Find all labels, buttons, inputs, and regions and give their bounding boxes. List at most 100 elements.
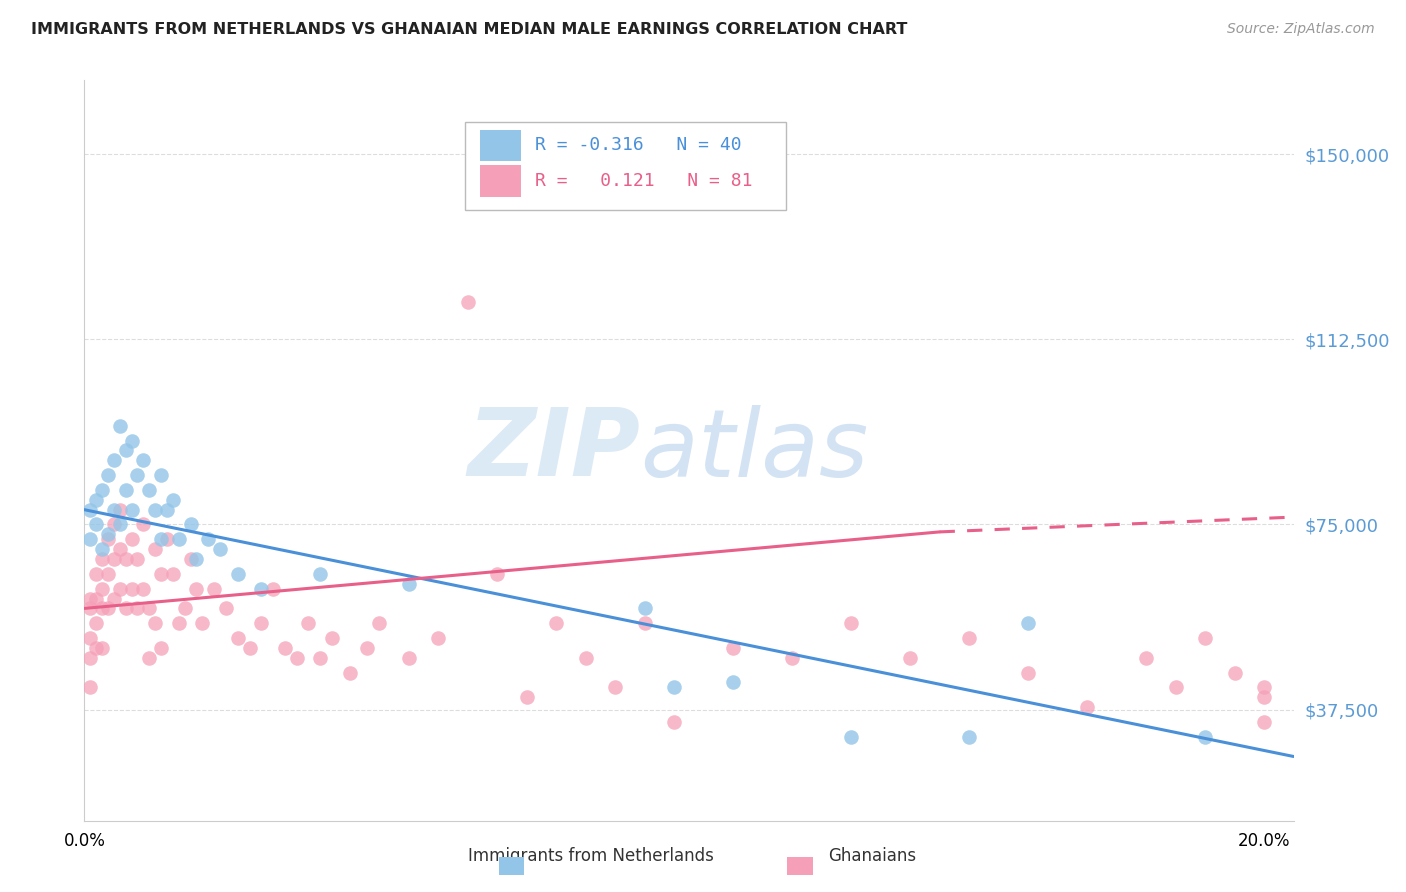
Point bbox=[250, 582, 273, 596]
Point bbox=[150, 468, 173, 483]
Point bbox=[108, 582, 131, 596]
Text: R =   0.121   N = 81: R = 0.121 N = 81 bbox=[536, 172, 752, 190]
Point bbox=[84, 517, 107, 532]
Point bbox=[143, 502, 166, 516]
Point bbox=[197, 533, 219, 547]
Point bbox=[108, 418, 131, 433]
Point bbox=[1017, 665, 1039, 680]
Point bbox=[91, 552, 114, 566]
Point bbox=[103, 502, 125, 516]
Point bbox=[132, 517, 155, 532]
Text: atlas: atlas bbox=[641, 405, 869, 496]
Point bbox=[91, 601, 114, 615]
Point bbox=[97, 533, 120, 547]
Point bbox=[114, 443, 136, 458]
Point bbox=[91, 582, 114, 596]
Point bbox=[180, 517, 202, 532]
Point bbox=[180, 552, 202, 566]
Point bbox=[114, 552, 136, 566]
Point bbox=[150, 640, 173, 655]
Point bbox=[91, 640, 114, 655]
Point bbox=[79, 681, 101, 695]
Point bbox=[156, 533, 179, 547]
Point bbox=[285, 650, 308, 665]
Point bbox=[721, 640, 744, 655]
Point bbox=[103, 517, 125, 532]
Point bbox=[97, 468, 120, 483]
Point bbox=[150, 533, 173, 547]
Point bbox=[108, 542, 131, 557]
Point bbox=[79, 591, 101, 606]
Point bbox=[91, 542, 114, 557]
Point bbox=[634, 601, 657, 615]
Text: Source: ZipAtlas.com: Source: ZipAtlas.com bbox=[1227, 22, 1375, 37]
Point bbox=[79, 502, 101, 516]
Point bbox=[898, 650, 921, 665]
Point bbox=[97, 566, 120, 581]
Point bbox=[1253, 714, 1275, 729]
Point bbox=[103, 552, 125, 566]
Point bbox=[114, 601, 136, 615]
Point bbox=[97, 527, 120, 541]
Point bbox=[398, 576, 420, 591]
Point bbox=[127, 468, 149, 483]
Point bbox=[427, 631, 450, 645]
Point bbox=[138, 483, 160, 497]
Point bbox=[84, 640, 107, 655]
Point bbox=[1223, 665, 1246, 680]
FancyBboxPatch shape bbox=[465, 122, 786, 210]
Point bbox=[297, 616, 319, 631]
Point bbox=[226, 631, 249, 645]
Point bbox=[84, 492, 107, 507]
Point bbox=[486, 566, 509, 581]
Point bbox=[202, 582, 225, 596]
Text: Immigrants from Netherlands: Immigrants from Netherlands bbox=[468, 847, 713, 865]
Point bbox=[634, 616, 657, 631]
Point bbox=[103, 591, 125, 606]
Point bbox=[79, 650, 101, 665]
Point bbox=[356, 640, 378, 655]
Point bbox=[121, 582, 143, 596]
Point bbox=[721, 675, 744, 690]
Point bbox=[516, 690, 538, 705]
Text: IMMIGRANTS FROM NETHERLANDS VS GHANAIAN MEDIAN MALE EARNINGS CORRELATION CHART: IMMIGRANTS FROM NETHERLANDS VS GHANAIAN … bbox=[31, 22, 907, 37]
Point bbox=[114, 483, 136, 497]
Point bbox=[84, 616, 107, 631]
Text: ZIP: ZIP bbox=[468, 404, 641, 497]
Point bbox=[215, 601, 238, 615]
Point bbox=[162, 566, 184, 581]
Point bbox=[1253, 690, 1275, 705]
Point bbox=[321, 631, 343, 645]
Point bbox=[167, 616, 190, 631]
Point bbox=[121, 434, 143, 448]
Point bbox=[132, 453, 155, 467]
Point bbox=[398, 650, 420, 665]
Point bbox=[250, 616, 273, 631]
Point bbox=[457, 295, 479, 310]
Point bbox=[186, 582, 208, 596]
Point bbox=[839, 616, 862, 631]
Point bbox=[226, 566, 249, 581]
Point bbox=[97, 601, 120, 615]
Point bbox=[79, 631, 101, 645]
Point bbox=[208, 542, 231, 557]
Point bbox=[1164, 681, 1187, 695]
Point bbox=[143, 542, 166, 557]
Point bbox=[84, 566, 107, 581]
Point bbox=[138, 601, 160, 615]
Bar bbox=[479, 130, 520, 161]
Point bbox=[191, 616, 214, 631]
Point bbox=[127, 601, 149, 615]
Point bbox=[132, 582, 155, 596]
Point bbox=[1194, 631, 1216, 645]
Point bbox=[127, 552, 149, 566]
Point bbox=[1194, 730, 1216, 744]
Point bbox=[79, 601, 101, 615]
Point bbox=[605, 681, 627, 695]
Point bbox=[957, 730, 980, 744]
Point bbox=[339, 665, 361, 680]
Point bbox=[1076, 700, 1098, 714]
Point bbox=[1253, 681, 1275, 695]
Point bbox=[839, 730, 862, 744]
Point bbox=[274, 640, 297, 655]
